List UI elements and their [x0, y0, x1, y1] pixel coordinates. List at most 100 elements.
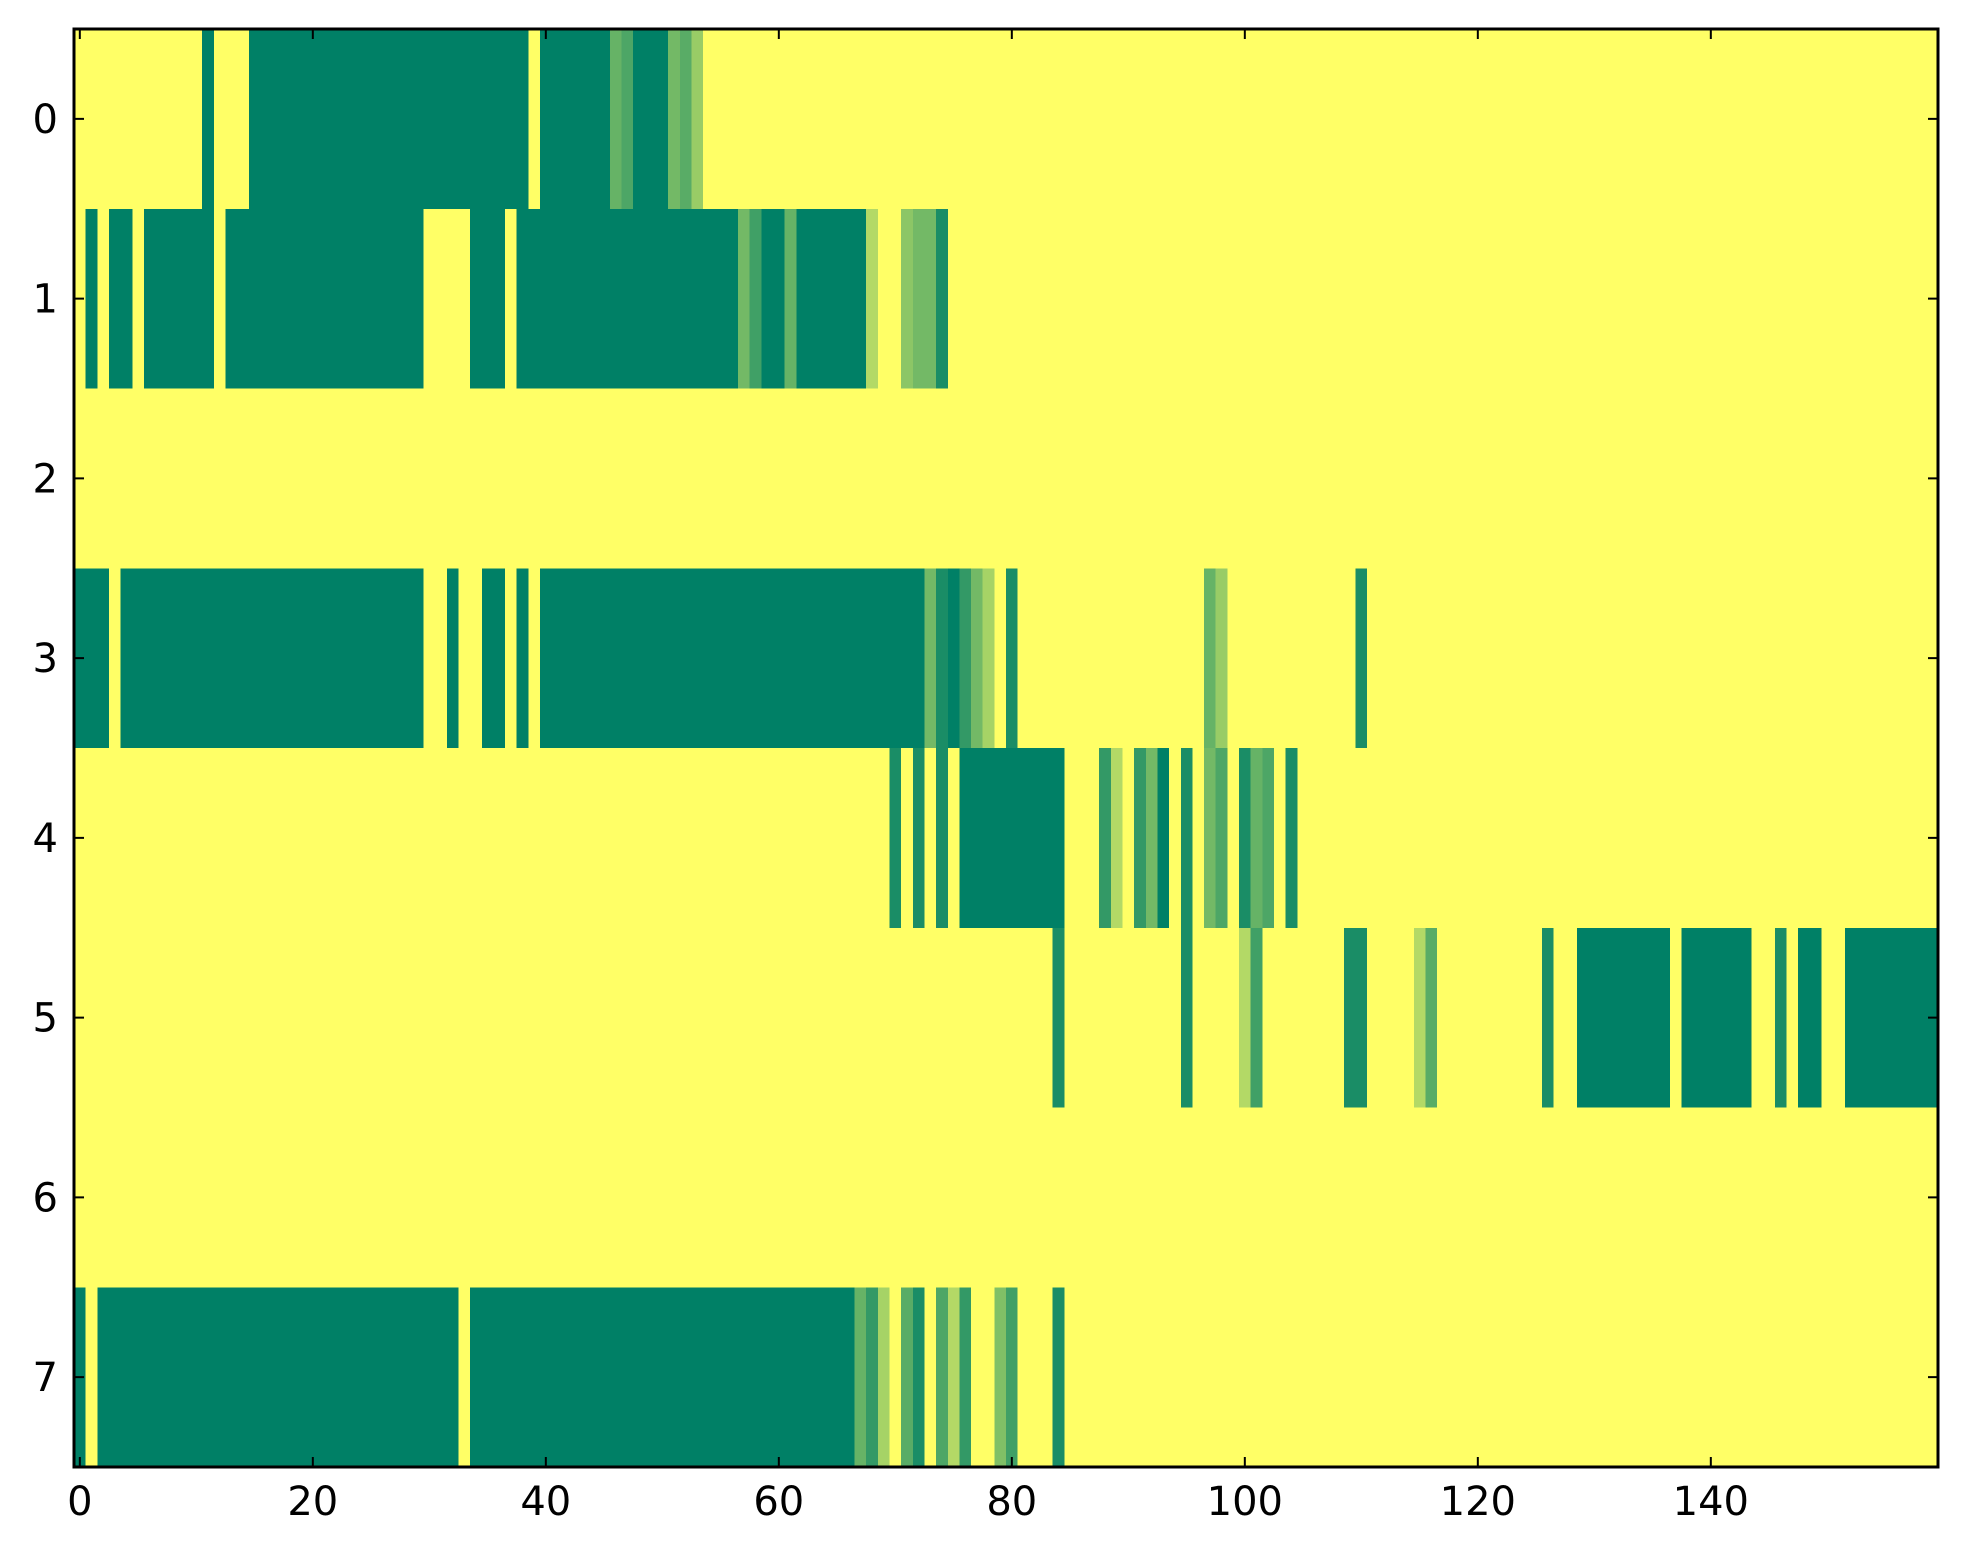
heatmap-cell — [936, 568, 948, 748]
heatmap-cell — [1180, 748, 1193, 928]
heatmap-cell — [1157, 748, 1170, 928]
heatmap-cell — [1052, 1287, 1065, 1467]
heatmap-cell — [901, 1287, 913, 1467]
y-tick-label: 6 — [33, 1175, 58, 1221]
heatmap-cell — [120, 568, 424, 748]
heatmap-cell — [470, 1287, 855, 1467]
heatmap-cell — [1774, 927, 1787, 1108]
heatmap-cell — [540, 568, 925, 748]
heatmap-cell — [1425, 927, 1438, 1108]
x-tick-label: 20 — [287, 1479, 338, 1525]
heatmap-cell — [959, 1287, 972, 1467]
y-tick-label: 0 — [33, 97, 58, 143]
heatmap-cell — [854, 1287, 867, 1467]
heatmap-cell — [108, 208, 133, 389]
heatmap-cell — [994, 1287, 1006, 1467]
heatmap-cell — [1798, 927, 1822, 1108]
plot-frame — [72, 27, 1940, 1469]
heatmap-cell — [1844, 927, 1938, 1108]
y-tick-label: 5 — [33, 996, 58, 1042]
heatmap-cell — [225, 208, 424, 389]
heatmap-cell — [877, 1287, 890, 1467]
heatmap-cell — [668, 29, 680, 209]
heatmap-cell — [1145, 748, 1158, 928]
heatmap-cell — [1006, 1287, 1018, 1467]
heatmap-cell — [633, 29, 669, 209]
y-tick-label: 2 — [33, 456, 58, 502]
heatmap-cell — [1204, 748, 1216, 928]
heatmap-cell — [936, 1287, 948, 1467]
heatmap-cell — [143, 208, 214, 389]
heatmap-cell — [679, 29, 692, 209]
heatmap-cell — [621, 29, 634, 209]
heatmap-cell — [1285, 748, 1298, 928]
x-tick-label: 100 — [1207, 1479, 1283, 1525]
heatmap-cell — [1239, 927, 1251, 1108]
heatmap-cell — [924, 568, 937, 748]
heatmap-cell — [1215, 748, 1228, 928]
heatmap-cells — [74, 29, 1938, 1467]
heatmap-cell — [784, 208, 797, 389]
x-tick-label: 80 — [986, 1479, 1037, 1525]
heatmap-cell — [971, 568, 983, 748]
heatmap-cell — [1262, 748, 1274, 928]
heatmap-cell — [936, 208, 948, 389]
heatmap-cell — [248, 29, 529, 209]
heatmap-cell — [1134, 748, 1146, 928]
x-tick-label: 0 — [67, 1479, 92, 1525]
heatmap-cell — [1110, 748, 1123, 928]
heatmap-cell — [738, 208, 750, 389]
heatmap-cell — [912, 748, 925, 928]
heatmap-cell — [1180, 927, 1193, 1108]
heatmap-cell — [516, 208, 739, 389]
heatmap-cell — [1099, 748, 1111, 928]
y-tick-label: 3 — [33, 636, 58, 682]
heatmap-cell — [691, 29, 704, 209]
heatmap-cell — [1239, 748, 1251, 928]
heatmap-cell — [912, 208, 937, 389]
axis-ticks — [74, 29, 1938, 1467]
heatmap-cell — [959, 748, 1065, 928]
heatmap-cell — [540, 29, 610, 209]
heatmap-cell — [1052, 927, 1065, 1108]
heatmap-cell — [912, 1287, 925, 1467]
heatmap-cell — [866, 208, 878, 389]
heatmap-cell — [982, 568, 995, 748]
heatmap-cell — [761, 208, 785, 389]
heatmap-cell — [1413, 927, 1426, 1108]
heatmap-cell — [202, 29, 214, 209]
y-tick-label: 1 — [33, 277, 58, 323]
heatmap-cell — [959, 568, 972, 748]
heatmap-cell — [1204, 568, 1216, 748]
heatmap-cell — [1355, 568, 1368, 748]
heatmap-cell — [1250, 927, 1263, 1108]
y-tick-label: 7 — [33, 1355, 58, 1401]
heatmap-cell — [516, 568, 529, 748]
heatmap-cell — [446, 568, 459, 748]
heatmap-cell — [936, 748, 948, 928]
heatmap-cell — [1006, 568, 1018, 748]
heatmap-cell — [901, 208, 913, 389]
heatmap-cell — [1681, 927, 1752, 1108]
heatmap-cell — [97, 1287, 459, 1467]
x-tick-label: 40 — [520, 1479, 571, 1525]
heatmap-cell — [749, 208, 762, 389]
x-tick-label: 60 — [753, 1479, 804, 1525]
heatmap-cell — [481, 568, 506, 748]
heatmap-cell — [1576, 927, 1671, 1108]
heatmap-cell — [947, 568, 960, 748]
heatmap-cell — [470, 208, 506, 389]
heatmap-cell — [889, 748, 902, 928]
heatmap-cell — [1343, 927, 1368, 1108]
heatmap-cell — [85, 208, 98, 389]
heatmap-cell — [866, 1287, 878, 1467]
x-tick-label: 120 — [1440, 1479, 1516, 1525]
heatmap-cell — [947, 1287, 960, 1467]
heatmap-cell — [1541, 927, 1554, 1108]
tick-labels: 0 20 40 60 80 100 120 140 0 1 2 3 4 5 6 7 — [33, 97, 1749, 1525]
x-tick-label: 140 — [1673, 1479, 1749, 1525]
heatmap-cell — [609, 29, 622, 209]
y-tick-label: 4 — [33, 816, 58, 862]
heatmap-cell — [1250, 748, 1263, 928]
